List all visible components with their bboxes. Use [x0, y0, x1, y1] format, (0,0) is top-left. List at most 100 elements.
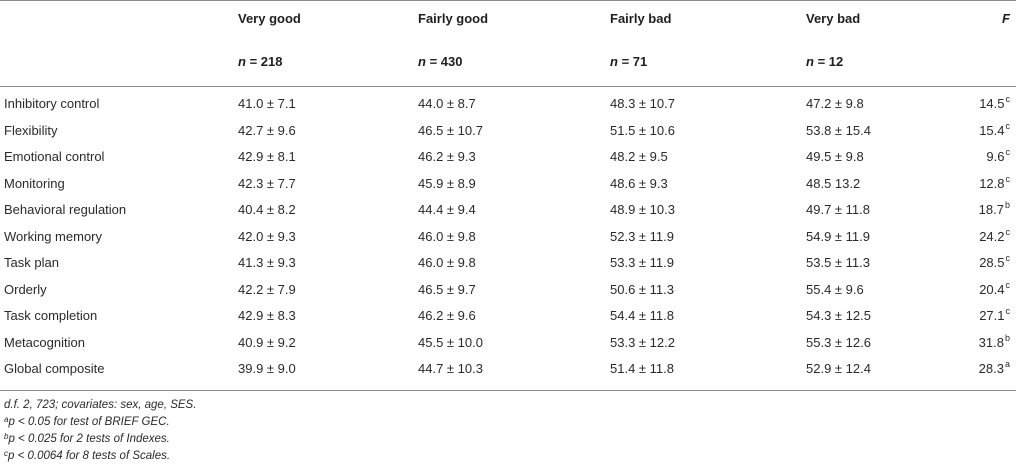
note-b-text: p < 0.025 for 2 tests of Indexes.: [8, 433, 170, 445]
cell-fairly-bad: 48.3 ± 10.7: [610, 96, 675, 111]
cell-very-good: 42.3 ± 7.7: [238, 175, 296, 191]
n-fairly-bad: n = 71: [610, 54, 648, 69]
cell-very-good: 40.9 ± 9.2: [238, 334, 296, 350]
cell-fairly-bad: 52.3 ± 11.9: [610, 228, 674, 244]
cell-very-bad: 53.5 ± 11.3: [806, 255, 870, 270]
row-label: Inhibitory control: [4, 96, 100, 111]
f-number: 20.4: [979, 281, 1005, 297]
row-label: Global composite: [4, 361, 105, 376]
cell-f-value: 18.7b: [979, 197, 1010, 223]
note-c-marker: c: [4, 449, 8, 458]
f-superscript: c: [1005, 306, 1011, 316]
cell-very-bad: 47.2 ± 9.8: [806, 96, 864, 111]
cell-very-good: 42.7 ± 9.6: [238, 122, 296, 138]
row-label: Monitoring: [4, 175, 65, 191]
cell-f-value: 31.8b: [979, 330, 1010, 356]
f-superscript: c: [1005, 94, 1011, 104]
table-row: Inhibitory control 41.0 ± 7.1 44.0 ± 8.7 48…: [0, 91, 1016, 117]
cell-fairly-bad: 48.9 ± 10.3: [610, 202, 675, 217]
row-label: Metacognition: [4, 334, 85, 350]
f-number: 14.5: [979, 96, 1005, 111]
cell-very-good: 42.0 ± 9.3: [238, 228, 296, 244]
cell-fairly-good: 44.7 ± 10.3: [418, 361, 483, 376]
cell-fairly-good: 44.0 ± 8.7: [418, 96, 476, 111]
table-row: Task completion 42.9 ± 8.3 46.2 ± 9.6 54.4 …: [0, 303, 1016, 329]
cell-very-good: 41.0 ± 7.1: [238, 96, 296, 111]
cell-fairly-good: 46.0 ± 9.8: [418, 255, 476, 270]
note-c-text: p < 0.0064 for 8 tests of Scales.: [8, 450, 171, 462]
cell-f-value: 20.4c: [979, 277, 1010, 303]
row-label: Behavioral regulation: [4, 202, 127, 217]
cell-very-good: 39.9 ± 9.0: [238, 361, 296, 376]
table-row: Metacognition 40.9 ± 9.2 45.5 ± 10.0 53.3 ±…: [0, 330, 1016, 356]
cell-very-bad: 54.9 ± 11.9: [806, 228, 870, 244]
table-row: Working memory 42.0 ± 9.3 46.0 ± 9.8 52.3 ±…: [0, 224, 1016, 250]
cell-fairly-bad: 48.6 ± 9.3: [610, 175, 668, 191]
f-number: 18.7: [978, 202, 1004, 217]
cell-fairly-good: 46.2 ± 9.6: [418, 308, 476, 323]
cell-f-value: 24.2c: [979, 224, 1010, 250]
cell-fairly-bad: 53.3 ± 11.9: [610, 255, 674, 270]
n-very-bad: n = 12: [806, 54, 844, 69]
f-superscript: c: [1005, 173, 1011, 184]
cell-fairly-good: 46.2 ± 9.3: [418, 149, 476, 164]
cell-fairly-good: 45.9 ± 8.9: [418, 175, 476, 191]
header-fairly-bad: Fairly bad: [610, 11, 672, 26]
note-df: d.f. 2, 723; covariates: sex, age, SES.: [4, 399, 197, 411]
f-number: 12.8: [979, 175, 1005, 191]
table-row: Global composite 39.9 ± 9.0 44.7 ± 10.3 51.…: [0, 356, 1016, 382]
cell-fairly-good: 46.5 ± 10.7: [418, 122, 483, 138]
row-label: Flexibility: [4, 122, 58, 138]
table-row: Monitoring 42.3 ± 7.7 45.9 ± 8.9 48.6 ± 9.3…: [0, 171, 1016, 197]
cell-fairly-bad: 51.4 ± 11.8: [610, 361, 674, 376]
cell-f-value: 28.3a: [979, 356, 1010, 382]
table-row: Emotional control 42.9 ± 8.1 46.2 ± 9.3 48.…: [0, 144, 1016, 170]
cell-f-value: 15.4c: [979, 118, 1010, 144]
cell-fairly-bad: 53.3 ± 12.2: [610, 334, 675, 350]
table-row: Flexibility 42.7 ± 9.6 46.5 ± 10.7 51.5 ± 1…: [0, 118, 1016, 144]
header-very-good: Very good: [238, 11, 301, 26]
cell-very-bad: 52.9 ± 12.4: [806, 361, 871, 376]
table-row: Task plan 41.3 ± 9.3 46.0 ± 9.8 53.3 ± 11.9…: [0, 250, 1016, 276]
top-rule: [0, 0, 1016, 1]
cell-f-value: 9.6c: [986, 144, 1010, 170]
cell-f-value: 12.8c: [979, 171, 1010, 197]
table-row: Orderly 42.2 ± 7.9 46.5 ± 9.7 50.6 ± 11.3 55…: [0, 277, 1016, 303]
n-very-good: n = 218: [238, 54, 283, 69]
note-a-text: p < 0.05 for test of BRIEF GEC.: [8, 416, 170, 428]
cell-f-value: 14.5c: [979, 91, 1010, 117]
header-row: Very good Fairly good Fairly bad Very ba…: [0, 6, 1016, 32]
row-label: Task plan: [4, 255, 59, 270]
table-row: Behavioral regulation 40.4 ± 8.2 44.4 ± 9.…: [0, 197, 1016, 223]
cell-very-bad: 49.7 ± 11.8: [806, 202, 870, 217]
row-label: Emotional control: [4, 149, 105, 164]
row-label: Working memory: [4, 228, 103, 244]
f-superscript: c: [1005, 253, 1011, 263]
cell-very-good: 42.9 ± 8.1: [238, 149, 296, 164]
table-notes: d.f. 2, 723; covariates: sex, age, SES. …: [4, 397, 196, 465]
f-superscript: c: [1005, 147, 1011, 157]
cell-fairly-good: 44.4 ± 9.4: [418, 202, 476, 217]
cell-very-bad: 53.8 ± 15.4: [806, 122, 871, 138]
f-number: 28.5: [979, 255, 1005, 270]
cell-very-good: 42.2 ± 7.9: [238, 281, 296, 297]
f-number: 15.4: [979, 122, 1005, 138]
cell-fairly-good: 45.5 ± 10.0: [418, 334, 483, 350]
header-very-bad: Very bad: [806, 11, 861, 26]
cell-very-good: 40.4 ± 8.2: [238, 202, 296, 217]
f-superscript: a: [1004, 359, 1010, 369]
f-superscript: c: [1005, 226, 1011, 237]
f-number: 24.2: [979, 228, 1005, 244]
f-superscript: b: [1004, 200, 1010, 210]
f-superscript: b: [1004, 332, 1010, 343]
note-b-marker: b: [4, 432, 9, 441]
cell-very-bad: 55.4 ± 9.6: [806, 281, 864, 297]
cell-very-good: 41.3 ± 9.3: [238, 255, 296, 270]
f-number: 27.1: [979, 308, 1005, 323]
n-row: n = 218 n = 430 n = 71 n = 12: [0, 49, 1016, 75]
n-fairly-good: n = 430: [418, 54, 463, 69]
cell-fairly-bad: 50.6 ± 11.3: [610, 281, 674, 297]
cell-fairly-bad: 48.2 ± 9.5: [610, 149, 668, 164]
header-f: F: [1002, 11, 1010, 26]
cell-fairly-good: 46.5 ± 9.7: [418, 281, 476, 297]
